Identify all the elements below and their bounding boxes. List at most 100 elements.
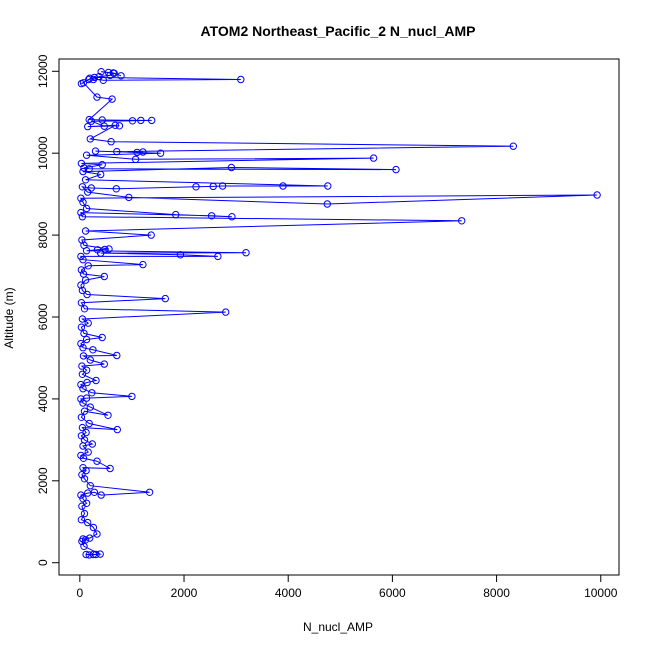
data-point bbox=[218, 182, 227, 190]
data-point bbox=[104, 411, 112, 419]
data-point bbox=[81, 176, 90, 184]
data-point bbox=[86, 403, 95, 411]
data-point bbox=[77, 281, 85, 289]
data-point bbox=[106, 464, 114, 473]
data-point bbox=[77, 159, 86, 168]
data-point bbox=[104, 68, 113, 77]
data-point bbox=[78, 286, 87, 295]
x-tick-label: 2000 bbox=[171, 586, 198, 600]
x-tick-label: 6000 bbox=[379, 586, 406, 600]
data-point bbox=[77, 339, 85, 348]
y-tick-label: 6000 bbox=[36, 303, 50, 330]
y-tick-label: 12000 bbox=[36, 54, 50, 88]
data-point bbox=[93, 457, 101, 465]
data-point bbox=[79, 270, 88, 278]
data-point bbox=[369, 154, 378, 162]
data-point bbox=[105, 245, 113, 253]
data-point bbox=[85, 419, 93, 428]
data-point bbox=[139, 260, 147, 269]
data-point bbox=[84, 262, 92, 270]
data-point bbox=[77, 299, 86, 307]
data-point bbox=[77, 194, 85, 202]
data-point bbox=[77, 395, 85, 403]
data-point bbox=[80, 509, 89, 518]
data-point bbox=[87, 184, 96, 192]
data-point bbox=[79, 495, 87, 503]
data-point bbox=[87, 117, 96, 125]
data-point bbox=[82, 394, 91, 402]
data-points bbox=[77, 68, 601, 559]
data-point bbox=[79, 352, 88, 360]
data-point bbox=[222, 308, 230, 316]
data-point bbox=[139, 148, 147, 156]
y-axis-label: Altitude (m) bbox=[2, 287, 16, 348]
data-point bbox=[89, 346, 97, 354]
data-point bbox=[100, 272, 109, 281]
data-point bbox=[78, 471, 86, 479]
data-point bbox=[148, 116, 156, 125]
data-point bbox=[91, 147, 100, 155]
data-point bbox=[79, 399, 87, 407]
data-point bbox=[82, 550, 90, 559]
data-point bbox=[323, 200, 331, 208]
data-point bbox=[85, 165, 93, 173]
data-point bbox=[79, 198, 87, 207]
data-point bbox=[78, 183, 87, 191]
data-point bbox=[80, 329, 88, 338]
data-point bbox=[117, 72, 125, 80]
data-point bbox=[86, 534, 94, 542]
data-point bbox=[128, 117, 137, 125]
data-point bbox=[172, 210, 180, 219]
data-point bbox=[107, 138, 115, 146]
data-point bbox=[113, 425, 122, 434]
data-point bbox=[89, 75, 98, 84]
chart-title: ATOM2 Northeast_Pacific_2 N_nucl_AMP bbox=[201, 23, 476, 39]
x-axis-label: N_nucl_AMP bbox=[303, 620, 373, 634]
data-point bbox=[147, 231, 155, 239]
data-point bbox=[112, 185, 121, 193]
data-point bbox=[156, 149, 165, 157]
data-point bbox=[392, 165, 400, 174]
data-point bbox=[161, 294, 170, 303]
data-point bbox=[237, 75, 245, 84]
y-tick-label: 10000 bbox=[36, 136, 50, 170]
data-point bbox=[77, 266, 86, 274]
data-point bbox=[84, 518, 92, 527]
x-tick-label: 0 bbox=[76, 586, 83, 600]
x-tick-label: 10000 bbox=[584, 586, 618, 600]
data-point bbox=[83, 290, 91, 299]
data-point bbox=[82, 366, 91, 374]
data-point bbox=[128, 392, 136, 401]
data-point bbox=[77, 451, 85, 460]
data-point bbox=[93, 246, 102, 254]
data-point bbox=[98, 116, 106, 124]
data-point bbox=[86, 356, 95, 364]
data-point bbox=[84, 188, 92, 196]
data-point bbox=[88, 389, 96, 397]
data-point bbox=[113, 351, 121, 360]
data-point bbox=[227, 163, 236, 172]
data-point bbox=[97, 68, 105, 76]
x-tick-label: 8000 bbox=[483, 586, 510, 600]
data-point bbox=[85, 551, 93, 559]
data-point bbox=[82, 204, 91, 213]
data-point bbox=[82, 335, 91, 344]
x-tick-label: 4000 bbox=[275, 586, 302, 600]
data-point bbox=[101, 245, 109, 254]
data-point bbox=[77, 516, 86, 524]
data-point bbox=[97, 170, 105, 179]
data-point bbox=[98, 333, 106, 342]
series-line bbox=[79, 71, 598, 556]
data-point bbox=[209, 182, 217, 191]
y-axis: 0 2000 4000 6000 8000 10000 12000 bbox=[36, 54, 60, 566]
data-point bbox=[133, 148, 141, 157]
data-point bbox=[79, 167, 87, 176]
y-tick-label: 2000 bbox=[36, 467, 50, 494]
data-point bbox=[96, 550, 104, 558]
data-point bbox=[84, 319, 92, 327]
data-point bbox=[98, 161, 106, 169]
data-point bbox=[115, 122, 124, 130]
data-point bbox=[82, 151, 91, 159]
data-point bbox=[81, 227, 90, 235]
data-point bbox=[88, 440, 97, 448]
